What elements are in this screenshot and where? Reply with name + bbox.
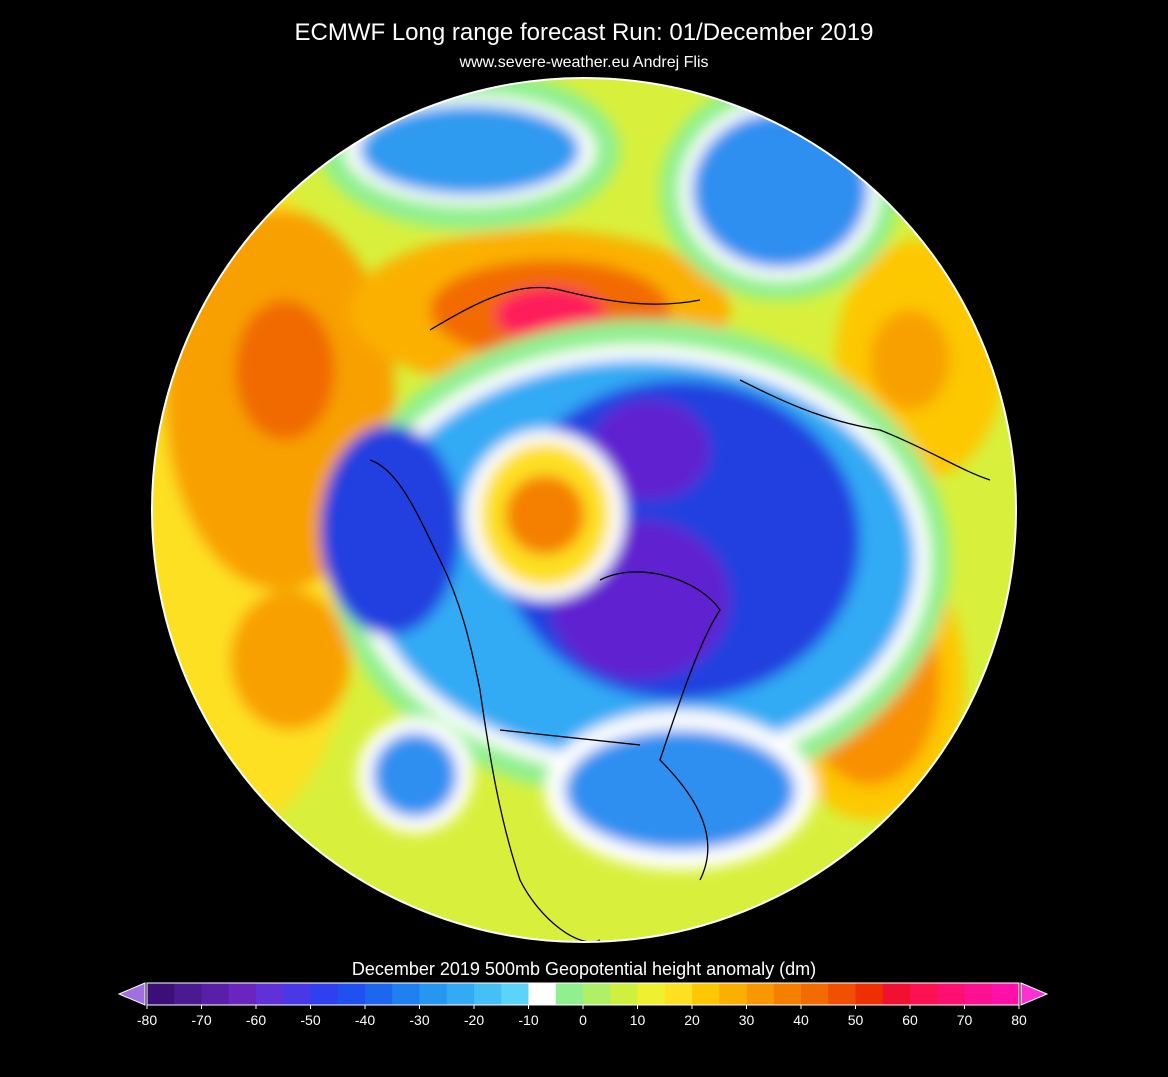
coastline <box>429 286 701 331</box>
coastline <box>599 571 721 881</box>
anomaly <box>590 400 710 500</box>
anomaly <box>373 733 457 817</box>
anomaly <box>565 730 795 850</box>
anomaly <box>870 310 950 410</box>
color-cell <box>337 983 366 1005</box>
tick-label: -70 <box>191 1012 211 1028</box>
color-cell <box>882 983 911 1005</box>
color-cell <box>528 983 557 1005</box>
tick-label: -80 <box>137 1012 157 1028</box>
color-cell <box>201 983 230 1005</box>
over-arrow <box>1020 982 1049 1006</box>
anomaly <box>235 300 335 440</box>
tick-label: 20 <box>684 1012 700 1028</box>
color-cell <box>474 983 502 1005</box>
color-cell <box>801 983 829 1005</box>
anomaly <box>360 105 580 195</box>
anomaly <box>230 590 350 730</box>
color-cell <box>228 983 257 1005</box>
tick-label: -60 <box>246 1012 266 1028</box>
color-cell <box>283 983 311 1005</box>
coastlines <box>369 286 991 942</box>
color-cell <box>392 983 420 1005</box>
tick-label: -10 <box>518 1012 538 1028</box>
color-cell <box>855 983 884 1005</box>
anomaly <box>320 425 460 635</box>
color-cell <box>365 983 393 1005</box>
color-cell <box>773 983 802 1005</box>
colorbar: -80 -70 -60 -50 -40 -30 -20 -10 0 10 20 30 40 50 60 70 8… <box>117 982 1049 1028</box>
map-border <box>151 77 1017 943</box>
color-cell <box>991 983 1020 1005</box>
color-cell <box>555 983 584 1005</box>
color-cell <box>937 983 965 1005</box>
coastline <box>369 459 601 942</box>
color-cell <box>583 983 611 1005</box>
tick-label: -20 <box>464 1012 484 1028</box>
color-cell <box>446 983 475 1005</box>
tick-label: 50 <box>848 1012 864 1028</box>
anomaly <box>505 475 585 555</box>
color-cell <box>746 983 775 1005</box>
color-cell <box>828 983 856 1005</box>
under-arrow <box>117 982 146 1006</box>
map <box>152 78 1016 942</box>
anomaly-field <box>152 78 1005 870</box>
color-cell <box>964 983 993 1005</box>
color-cell <box>174 983 202 1005</box>
title: ECMWF Long range forecast Run: 01/Decemb… <box>295 19 874 46</box>
coastline <box>739 379 991 481</box>
color-cell <box>310 983 339 1005</box>
tick-label: -40 <box>355 1012 375 1028</box>
color-cell <box>910 983 938 1005</box>
tick-label: -50 <box>300 1012 320 1028</box>
color-cell <box>719 983 747 1005</box>
tick-label: 70 <box>957 1012 973 1028</box>
border <box>499 729 641 746</box>
color-cell <box>637 983 666 1005</box>
color-cell <box>147 983 175 1005</box>
tick-label: 40 <box>793 1012 809 1028</box>
color-cell <box>692 983 720 1005</box>
tick-label: 60 <box>902 1012 918 1028</box>
color-cell <box>419 983 448 1005</box>
color-cell <box>664 983 693 1005</box>
color-cell <box>610 983 638 1005</box>
tick-label: 30 <box>739 1012 755 1028</box>
subtitle: www.severe-weather.eu Andrej Flis <box>459 54 709 71</box>
tick-label: 0 <box>579 1012 587 1028</box>
tick-label: -30 <box>409 1012 429 1028</box>
colorbar-label: December 2019 500mb Geopotential height … <box>352 959 816 979</box>
tick-label: 10 <box>630 1012 646 1028</box>
color-cell <box>501 983 529 1005</box>
color-cell <box>256 983 284 1005</box>
tick-label: 80 <box>1011 1012 1027 1028</box>
